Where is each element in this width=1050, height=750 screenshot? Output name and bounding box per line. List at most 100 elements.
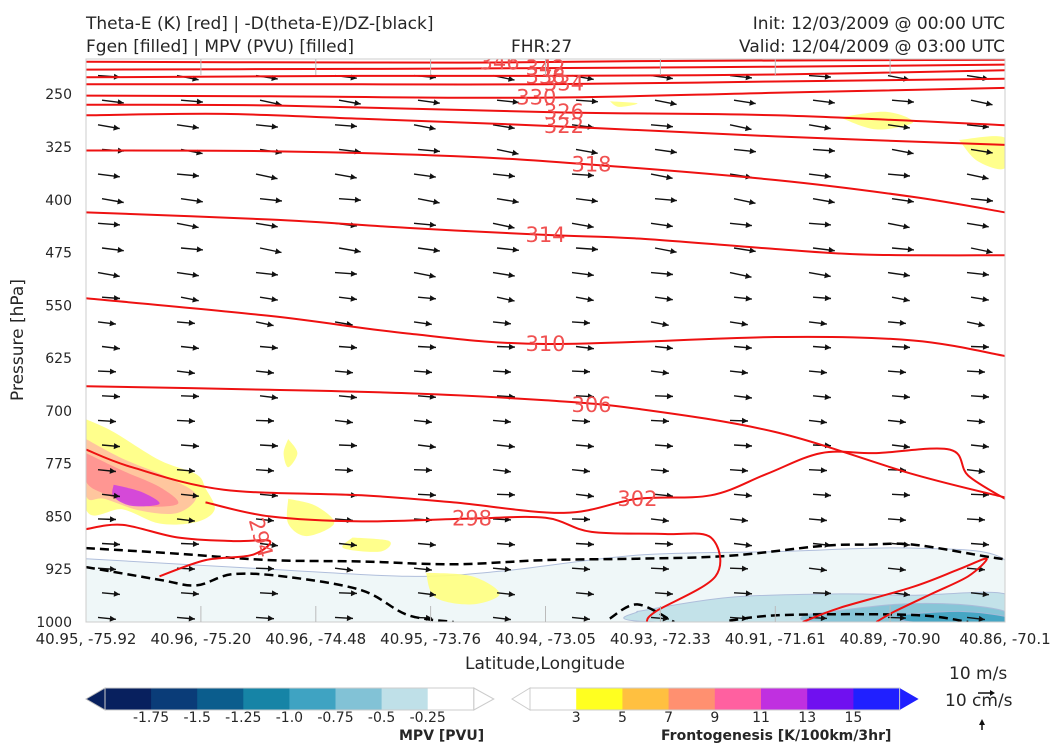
wind-vector-head (267, 565, 274, 572)
fgen-filled-contour (342, 537, 391, 552)
wind-vector-head (113, 443, 120, 450)
wind-vector-head (429, 443, 436, 450)
fgen-colorbar-tick: 11 (752, 710, 770, 726)
wind-vector-head (591, 149, 598, 156)
wind-vector-head (824, 344, 831, 351)
wind-vector-head (275, 197, 282, 204)
wind-vector-head (903, 172, 910, 179)
dtheta-dz-dashed-contour (729, 612, 969, 622)
wind-vector-head (109, 516, 116, 523)
theta-e-contour-294 (86, 523, 272, 578)
wind-vector-head (188, 369, 195, 376)
wind-vector-head (903, 393, 910, 400)
wind-vector-head (986, 149, 993, 155)
wind-vector-head (350, 541, 357, 548)
wind-vector-head (192, 172, 199, 179)
wind-vector-head (192, 492, 199, 499)
fgen-colorbar-tick: 7 (664, 710, 673, 726)
valid-time: Valid: 12/04/2009 @ 03:00 UTC (739, 37, 1005, 57)
wind-vector-head (433, 147, 440, 154)
wind-vector-head (828, 99, 835, 106)
wind-vector-head (346, 467, 353, 474)
wind-vector-head (271, 222, 278, 229)
wind-vector-head (591, 197, 598, 204)
wind-vector-head (350, 344, 357, 351)
wind-vector-head (271, 296, 278, 303)
wind-vector-head (587, 492, 594, 499)
wind-vector-head (117, 246, 124, 253)
theta-e-contour-306 (86, 385, 1005, 499)
wind-vector-head (591, 98, 598, 105)
wind-vector-head (583, 418, 590, 425)
wind-vector-head (188, 319, 195, 326)
wind-vector-head (986, 197, 993, 204)
theta-e-label: 294 (244, 515, 278, 560)
wind-vector-head (512, 98, 519, 105)
wind-vector-head (907, 149, 914, 156)
x-tick-label: 40.95, -73.76 (380, 630, 481, 648)
wind-vector-head (899, 418, 906, 425)
wind-vector-head (267, 321, 274, 328)
mpv-colorbar-tick: -0.5 (368, 710, 395, 726)
wind-vector-head (587, 172, 594, 179)
wind-vector-head (828, 147, 835, 154)
fgen-filled-contour (86, 453, 179, 507)
wind-vector-head (745, 492, 752, 499)
wind-vector-head (670, 148, 677, 155)
wind-vector-head (271, 394, 278, 401)
wind-vector-head (978, 516, 985, 523)
wind-vector-head (824, 173, 831, 179)
theta-e-contour-322 (86, 112, 1005, 146)
wind-vector-head (350, 122, 357, 129)
y-tick-label: 1000 (36, 615, 72, 631)
fgen-colorbar-segment (714, 688, 762, 710)
wind-vector-head (903, 124, 910, 130)
wind-vector-head (670, 197, 677, 204)
wind-vector-head (271, 344, 278, 351)
wind-vector-head (113, 272, 120, 279)
wind-vector-head (749, 247, 756, 254)
y-tick-label: 850 (45, 509, 72, 525)
mpv-colorbar-segment (243, 688, 290, 710)
wind-vector-head (662, 418, 669, 424)
wind-vector-head (824, 221, 831, 228)
fgen-filled-contour (426, 572, 500, 605)
wind-vector-head (903, 344, 910, 351)
wind-vector-head (583, 615, 590, 622)
mpv-colorbar-segment (105, 688, 152, 710)
fgen-colorbar-min-triangle (511, 687, 531, 711)
mpv-colorbar-max-triangle (473, 687, 495, 711)
chart-title-line1: Theta-E (K) [red] | -D(theta-E)/DZ-[blac… (86, 14, 434, 34)
wind-vector-head (508, 172, 515, 179)
wind-vector-head (741, 565, 748, 572)
theta-e-contour-314 (86, 211, 1005, 257)
wind-vector-head (346, 615, 353, 622)
wind-vector-head (504, 468, 511, 475)
y-tick-label: 250 (45, 87, 72, 103)
wind-vector-head (903, 296, 910, 303)
wind-vector-head (903, 591, 910, 598)
wind-vector-head (113, 492, 120, 499)
mpv-colorbar-segment (151, 688, 198, 710)
wind-vector-head (429, 221, 436, 228)
wind-vector-head (196, 98, 203, 105)
wind-vector-head (745, 222, 752, 228)
wind-vector-head (508, 296, 515, 303)
reference-vector-vertical-label: 10 cm/s (945, 691, 1013, 711)
wind-vector-head (117, 198, 124, 205)
wind-vector-head (508, 591, 515, 598)
wind-vector-head (188, 418, 195, 424)
wind-vector-head (350, 270, 357, 277)
wind-vector-head (271, 271, 278, 278)
wind-vector-head (666, 590, 673, 597)
wind-vector-head (271, 123, 278, 130)
wind-vector-head (986, 100, 993, 107)
wind-vector-head (504, 418, 511, 425)
wind-vector-head (666, 271, 673, 277)
wind-vector-head (192, 296, 199, 303)
wind-vector-head (749, 99, 756, 106)
wind-vector-head (267, 369, 274, 376)
wind-vector-head (741, 467, 748, 474)
forecast-hour: FHR:27 (511, 37, 573, 57)
x-axis-label: Latitude,Longitude (465, 654, 625, 674)
